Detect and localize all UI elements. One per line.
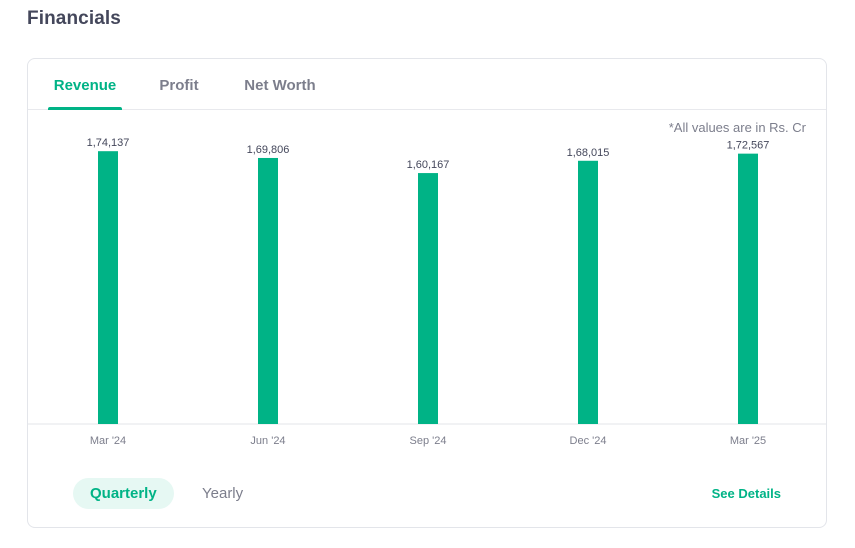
- bar-value-label-1: 1,69,806: [247, 144, 290, 156]
- section-title: Financials: [27, 8, 121, 29]
- tab-revenue[interactable]: Revenue: [48, 77, 122, 110]
- x-tick-label-3: Dec '24: [570, 435, 607, 447]
- bar-3[interactable]: [578, 160, 598, 425]
- quarterly-toggle[interactable]: Quarterly: [73, 478, 174, 509]
- tab-net-worth[interactable]: Net Worth: [244, 77, 316, 94]
- bar-4[interactable]: [738, 153, 758, 425]
- x-tick-label-2: Sep '24: [410, 435, 447, 447]
- x-tick-label-4: Mar '25: [730, 435, 766, 447]
- tab-profit[interactable]: Profit: [159, 77, 199, 94]
- metric-tabs: Revenue Profit Net Worth: [28, 59, 826, 110]
- x-tick-label-0: Mar '24: [90, 435, 126, 447]
- bar-0[interactable]: [98, 151, 118, 424]
- yearly-toggle[interactable]: Yearly: [202, 485, 244, 502]
- units-note: *All values are in Rs. Cr: [668, 120, 806, 135]
- bar-value-label-2: 1,60,167: [407, 159, 450, 171]
- bar-1[interactable]: [258, 157, 278, 425]
- bar-value-label-4: 1,72,567: [727, 140, 770, 152]
- bar-value-label-3: 1,68,015: [567, 147, 610, 159]
- revenue-bar-chart: 1,74,137 Mar '24 1,69,806 Jun '24 1,60,167 Se…: [28, 137, 826, 447]
- financials-card: Revenue Profit Net Worth *All values are…: [27, 58, 827, 528]
- x-tick-label-1: Jun '24: [250, 435, 285, 447]
- see-details-link[interactable]: See Details: [711, 486, 781, 501]
- bar-value-label-0: 1,74,137: [87, 137, 130, 149]
- bar-2[interactable]: [418, 173, 438, 424]
